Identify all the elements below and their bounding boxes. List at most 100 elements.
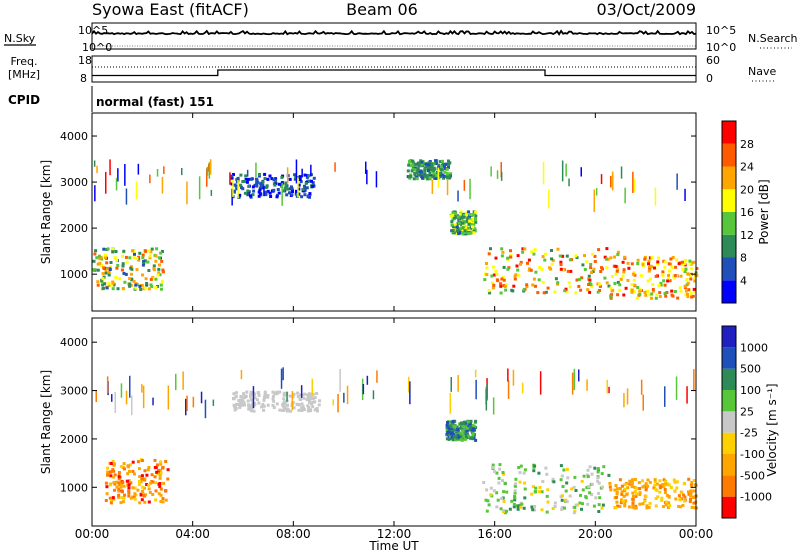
data-cell bbox=[643, 290, 647, 294]
data-cell bbox=[695, 267, 699, 270]
data-cell bbox=[249, 390, 253, 394]
data-cell bbox=[597, 491, 601, 495]
data-cell bbox=[541, 280, 545, 284]
data-cell bbox=[133, 252, 136, 256]
data-cell bbox=[533, 248, 537, 252]
data-cell bbox=[644, 482, 648, 486]
data-cell bbox=[306, 409, 310, 413]
data-cell bbox=[275, 402, 279, 406]
data-cell bbox=[560, 507, 564, 511]
data-cell bbox=[308, 398, 312, 402]
data-cell bbox=[105, 261, 109, 265]
data-cell bbox=[468, 428, 472, 432]
data-cell bbox=[239, 183, 243, 187]
data-streak bbox=[115, 177, 118, 191]
data-cell bbox=[630, 485, 634, 489]
data-cell bbox=[646, 478, 650, 482]
data-cell bbox=[570, 487, 574, 491]
data-cell bbox=[690, 485, 693, 489]
data-cell bbox=[101, 283, 105, 287]
data-cell bbox=[406, 169, 410, 173]
data-cell bbox=[451, 421, 455, 425]
data-cell bbox=[534, 270, 538, 274]
data-cell bbox=[684, 267, 688, 271]
data-cell bbox=[531, 508, 535, 512]
data-cell bbox=[129, 272, 133, 276]
data-cell bbox=[616, 293, 620, 297]
data-cell bbox=[239, 173, 243, 177]
data-cell bbox=[600, 485, 604, 489]
data-cell bbox=[630, 262, 634, 266]
data-cell bbox=[517, 273, 521, 277]
data-cell bbox=[579, 493, 582, 497]
data-cell bbox=[648, 267, 652, 271]
data-streak bbox=[512, 369, 515, 386]
data-cell bbox=[661, 274, 665, 278]
data-cell bbox=[461, 436, 465, 440]
data-cell bbox=[288, 394, 292, 398]
data-cell bbox=[115, 266, 119, 270]
data-cell bbox=[592, 504, 596, 508]
data-cell bbox=[513, 277, 517, 281]
data-cell bbox=[306, 395, 310, 398]
data-cell bbox=[687, 477, 691, 481]
data-cell bbox=[501, 250, 505, 254]
data-streak bbox=[120, 383, 123, 398]
data-cell bbox=[688, 500, 692, 504]
data-streak bbox=[252, 386, 255, 409]
data-cell bbox=[117, 489, 121, 493]
x-tick-label: 16:00 bbox=[477, 527, 512, 541]
data-streak bbox=[200, 391, 203, 404]
data-cell bbox=[297, 187, 301, 191]
data-cell bbox=[679, 289, 683, 293]
data-cell bbox=[575, 278, 579, 282]
data-cell bbox=[422, 175, 426, 178]
data-cell bbox=[474, 214, 478, 218]
data-streak bbox=[229, 172, 231, 185]
data-cell bbox=[587, 283, 591, 286]
data-cell bbox=[305, 175, 309, 179]
data-cell bbox=[278, 408, 282, 412]
data-cell bbox=[311, 392, 315, 396]
data-cell bbox=[502, 472, 506, 476]
data-streak bbox=[686, 386, 688, 404]
data-cell bbox=[643, 484, 647, 488]
data-cell bbox=[447, 162, 451, 166]
data-cell bbox=[553, 505, 557, 508]
data-cell bbox=[457, 221, 461, 225]
data-cell bbox=[115, 258, 119, 262]
data-cell bbox=[656, 260, 660, 264]
data-cell bbox=[656, 495, 660, 499]
data-cell bbox=[450, 435, 454, 439]
data-streak bbox=[280, 368, 283, 389]
data-cell bbox=[293, 177, 297, 181]
data-cell bbox=[233, 408, 237, 412]
data-cell bbox=[530, 492, 534, 496]
data-cell bbox=[568, 494, 572, 498]
data-cell bbox=[129, 496, 133, 500]
data-cell bbox=[425, 174, 429, 178]
colorbar-segment bbox=[722, 475, 736, 497]
data-cell bbox=[680, 260, 684, 264]
data-cell bbox=[469, 222, 473, 226]
data-streak bbox=[204, 399, 207, 419]
data-cell bbox=[143, 259, 147, 263]
data-streak bbox=[463, 179, 466, 191]
data-cell bbox=[596, 467, 600, 471]
data-cell bbox=[417, 164, 421, 168]
data-cell bbox=[310, 179, 313, 183]
data-cell bbox=[564, 489, 568, 493]
data-cell bbox=[236, 176, 240, 180]
data-cell bbox=[415, 175, 419, 179]
data-cell bbox=[272, 188, 276, 192]
data-cell bbox=[467, 222, 471, 226]
data-cell bbox=[573, 506, 577, 509]
data-cell bbox=[598, 496, 602, 500]
colorbar-tick-label: 4 bbox=[740, 274, 747, 287]
data-cell bbox=[615, 500, 619, 504]
data-cell bbox=[297, 408, 301, 412]
data-cell bbox=[506, 267, 510, 271]
data-cell bbox=[559, 263, 563, 267]
data-cell bbox=[159, 471, 163, 475]
data-cell bbox=[692, 479, 696, 482]
